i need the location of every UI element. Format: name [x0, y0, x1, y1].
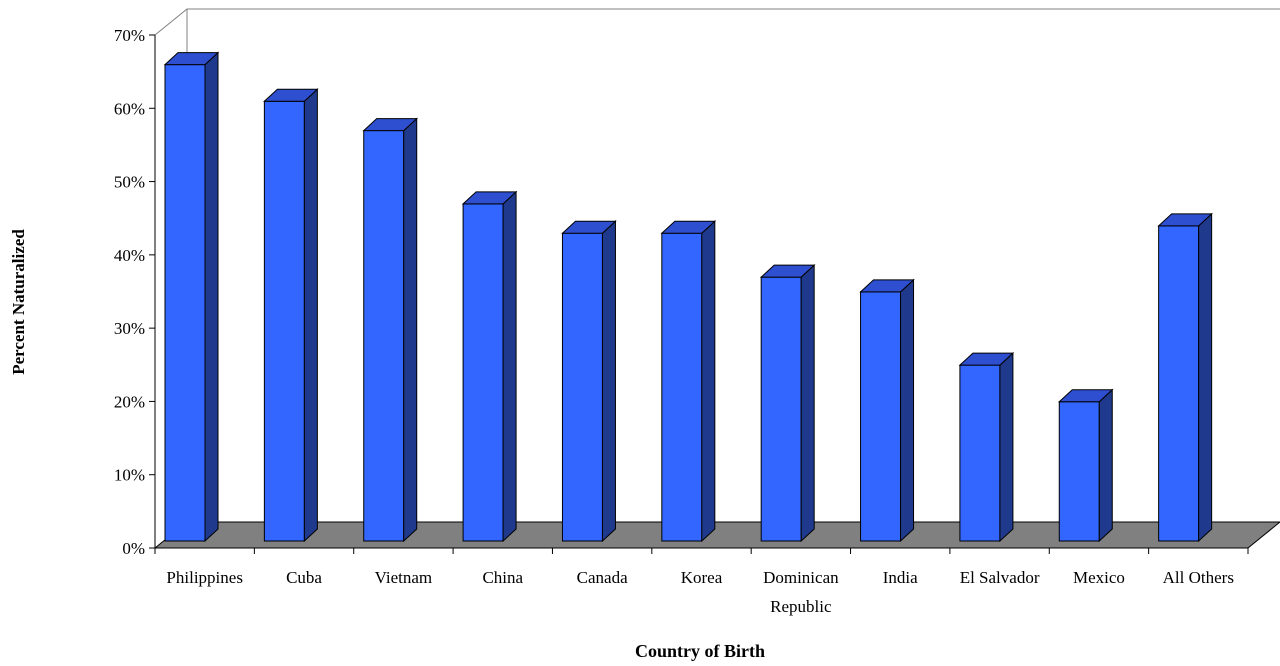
bar-side	[303, 88, 318, 543]
bar	[759, 264, 816, 543]
y-axis-title: Percent Naturalized	[9, 229, 28, 375]
y-tick-label: 0%	[122, 539, 145, 558]
bar-front	[263, 100, 305, 542]
bar-top	[1057, 389, 1114, 403]
bar-top	[660, 220, 717, 234]
bar-side	[701, 220, 716, 543]
bar-top	[163, 52, 220, 66]
y-tick-label: 60%	[114, 99, 145, 118]
y-tick-label: 70%	[114, 26, 145, 45]
bar-front	[959, 364, 1001, 542]
x-tick-label: Canada	[577, 568, 628, 587]
bar-top	[958, 352, 1015, 366]
bar-front	[462, 203, 504, 542]
bar-side	[999, 351, 1014, 543]
x-tick-label: Dominican	[763, 568, 839, 587]
bar-side	[1098, 388, 1113, 543]
bar-top	[1157, 213, 1213, 227]
x-tick-label: Philippines	[166, 568, 243, 587]
bar-front	[860, 291, 902, 542]
x-tick-label: Mexico	[1073, 568, 1125, 587]
bar-top	[561, 220, 617, 234]
bar	[1057, 388, 1114, 543]
x-tick-label: Cuba	[286, 568, 322, 587]
bar-front	[561, 232, 603, 542]
x-axis: Philippines Cuba Vietnam China Canada Korea Do…	[154, 547, 1249, 616]
bar-side	[502, 190, 517, 543]
bar-top	[362, 118, 419, 132]
x-tick-label: Korea	[681, 568, 723, 587]
x-tick-label: Vietnam	[375, 568, 433, 587]
bar-front	[661, 232, 703, 542]
y-axis: 0% 10% 20% 30% 40% 50% 60% 70%	[114, 26, 156, 558]
x-tick-label: Republic	[770, 597, 832, 616]
bar-side	[403, 117, 418, 543]
bar	[362, 117, 419, 543]
bar-front	[1158, 225, 1200, 542]
bar-top	[759, 264, 816, 278]
y-tick-label: 50%	[114, 173, 145, 192]
bar-top	[263, 88, 319, 102]
bar	[263, 88, 319, 543]
bar-side	[204, 51, 219, 543]
bar	[561, 220, 617, 543]
bar	[660, 220, 717, 543]
x-tick-label: India	[883, 568, 918, 587]
y-tick-label: 30%	[114, 319, 145, 338]
bar-front	[164, 64, 206, 542]
bars	[163, 51, 1213, 543]
bar	[1157, 212, 1213, 543]
bar	[958, 351, 1015, 543]
bar-front	[1058, 401, 1100, 542]
bar	[859, 278, 915, 543]
x-tick-label: All Others	[1163, 568, 1234, 587]
bar	[163, 51, 220, 543]
bar	[461, 190, 518, 543]
bar-front	[363, 130, 405, 542]
x-axis-title: Country of Birth	[635, 641, 765, 661]
bar-side	[1198, 212, 1213, 543]
x-tick-label: El Salvador	[960, 568, 1040, 587]
bar-side	[800, 264, 815, 543]
plot-frame-edge	[154, 8, 1280, 36]
y-tick-label: 40%	[114, 246, 145, 265]
x-tick-label: China	[482, 568, 523, 587]
bar-top	[859, 279, 915, 293]
bar-front	[760, 276, 802, 542]
bar-top	[461, 191, 518, 205]
y-tick-label: 20%	[114, 392, 145, 411]
bar-side	[900, 278, 915, 543]
y-tick-label: 10%	[114, 466, 145, 485]
bar-side	[601, 220, 616, 543]
